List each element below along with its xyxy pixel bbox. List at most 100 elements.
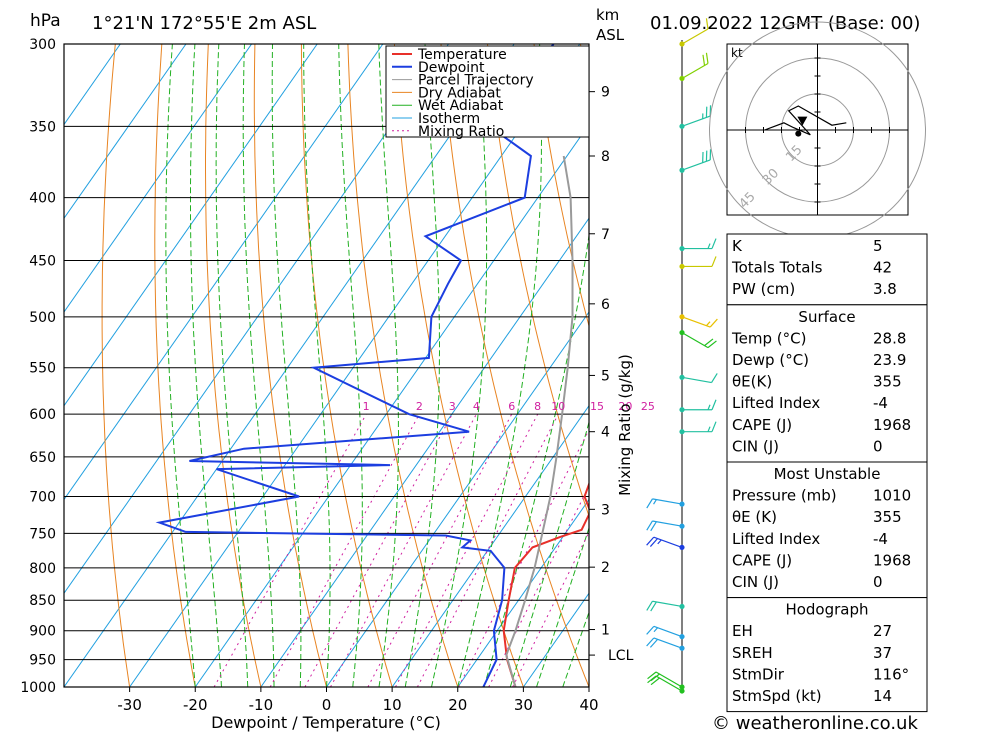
- wind-barb-feather: [711, 373, 718, 383]
- wind-barb-feather: [702, 151, 704, 163]
- wet-adiabat-line: [165, 44, 196, 687]
- hodograph-stats-title: Hodograph: [785, 601, 868, 619]
- mixing-ratio-line: [304, 413, 453, 687]
- wind-barb-feather: [649, 538, 659, 547]
- wind-barb-feather: [646, 520, 653, 531]
- wind-barb-half-feather: [657, 539, 662, 545]
- hodograph-stats-row-value: 116°: [873, 665, 909, 683]
- hodograph-stats-row-value: 14: [873, 687, 892, 705]
- legend-entry-label: Mixing Ratio: [418, 124, 504, 140]
- most-unstable-row-label: Lifted Index: [732, 530, 820, 548]
- wet-adiabat-line: [509, 420, 589, 687]
- mixing-ratio-axis-label: Mixing Ratio (g/kg): [616, 354, 634, 496]
- hodograph-stats-row-value: 27: [873, 622, 892, 640]
- wind-barb-feather: [650, 601, 657, 612]
- wind-barb-feather: [646, 536, 655, 546]
- wind-barb-shaft: [653, 536, 683, 548]
- indices-table: K 5 Totals Totals 42 PW (cm) 3.8 Surface Temp (…: [726, 233, 928, 713]
- isotherm-line: [64, 44, 253, 313]
- isotherm-line: [457, 498, 589, 687]
- wind-barb-half-feather: [707, 404, 711, 410]
- surface-row-value: 355: [873, 373, 902, 391]
- wind-barb: [646, 625, 685, 640]
- legend-entry-label: Dewpoint: [418, 60, 485, 76]
- height-tick-label: 2: [601, 560, 610, 576]
- mixing-ratio-tick-label: 10: [551, 400, 565, 413]
- hodograph-stats-row-label: EH: [732, 622, 753, 640]
- wind-barb: [646, 536, 685, 551]
- mixing-ratio-tick-label: 3: [449, 400, 456, 413]
- isotherm-line: [64, 44, 384, 501]
- wind-barb-shaft: [681, 332, 709, 349]
- wind-barb-shaft: [652, 498, 683, 505]
- pressure-tick-label: 400: [29, 191, 56, 207]
- wind-barb-half-feather: [705, 321, 711, 327]
- dry-adiabat-line: [393, 44, 524, 687]
- height-tick-label: 6: [601, 297, 610, 313]
- surface-row-value: 23.9: [873, 351, 906, 369]
- wind-barb: [679, 238, 717, 252]
- datetime-label: 01.09.2022 12GMT (Base: 00): [650, 13, 920, 34]
- wind-barb-half-feather: [653, 627, 659, 633]
- wind-barb: [679, 149, 712, 173]
- mixing-ratio-tick-label: 15: [590, 400, 604, 413]
- wind-barb-half-feather: [707, 243, 711, 249]
- wind-barb-feather: [709, 318, 718, 328]
- legend-entry-label: Parcel Trajectory: [418, 73, 534, 89]
- wet-adiabat-line: [303, 44, 331, 687]
- wet-adiabat-line: [215, 44, 249, 687]
- surface-row-value: 0: [873, 437, 883, 455]
- isotherm-line: [391, 404, 589, 687]
- dry-adiabat-line: [533, 44, 589, 328]
- most-unstable-title: Most Unstable: [774, 465, 881, 483]
- wet-adiabat-line: [404, 44, 440, 687]
- mixing-ratio-tick-label: 20: [618, 400, 632, 413]
- surface-row-label: CIN (J): [732, 437, 779, 455]
- wind-barb-feather: [711, 421, 717, 432]
- hodograph-stats-row-label: StmSpd (kt): [732, 687, 822, 705]
- height-axis: 9 8 7 6 5 4 3 2 1 LCL: [589, 85, 634, 664]
- temperature-tick-label: -10: [249, 696, 274, 714]
- height-tick-label: 9: [601, 85, 610, 101]
- wet-adiabat-line: [378, 44, 399, 687]
- wind-barb: [646, 637, 685, 651]
- wind-barb-feather: [711, 238, 717, 249]
- wind-barb-feather: [647, 671, 657, 680]
- pressure-tick-label: 450: [29, 254, 56, 270]
- most-unstable-row-label: CIN (J): [732, 573, 779, 591]
- indices-row-label: K: [732, 237, 743, 255]
- temperature-tick-label: 40: [579, 696, 598, 714]
- wind-barb-feather: [646, 498, 653, 509]
- pressure-tick-label: 700: [29, 490, 56, 506]
- plot-profile-lines: [155, 44, 589, 687]
- isotherm-line: [194, 123, 589, 687]
- pressure-tick-label: 650: [29, 450, 56, 466]
- most-unstable-row-value: 1968: [873, 551, 911, 569]
- height-tick-label: 3: [601, 502, 610, 518]
- mixing-ratio-tick-label: 1: [363, 400, 370, 413]
- indices-row-label: PW (cm): [732, 280, 795, 298]
- wind-barb-feather: [702, 54, 706, 66]
- pressure-tick-label: 850: [29, 593, 56, 609]
- wind-barb: [679, 256, 717, 270]
- surface-row-value: 1968: [873, 416, 911, 434]
- most-unstable-row-label: Pressure (mb): [732, 487, 837, 505]
- pressure-tick-label: 950: [29, 653, 56, 669]
- height-tick-label: 4: [601, 425, 610, 441]
- dry-adiabat-line: [101, 44, 131, 687]
- wind-barb-shaft: [681, 28, 709, 45]
- height-tick-label: 7: [601, 227, 610, 243]
- hodograph-stats-row-label: StmDir: [732, 665, 785, 683]
- wind-barb: [679, 52, 709, 82]
- surface-row-label: θE(K): [732, 373, 772, 391]
- dry-adiabat-line: [205, 44, 262, 687]
- temperature-axis: -30 -20 -10 0 10 20 30 40: [117, 687, 599, 714]
- storm-motion-marker: [797, 116, 808, 126]
- site-credit: © weatheronline.co.uk: [712, 713, 918, 733]
- dry-adiabat-line: [154, 44, 196, 687]
- wind-barb: [646, 498, 685, 509]
- wind-barb-feather: [705, 52, 709, 64]
- height-tick-label: 5: [601, 368, 610, 384]
- surface-row-label: Lifted Index: [732, 394, 820, 412]
